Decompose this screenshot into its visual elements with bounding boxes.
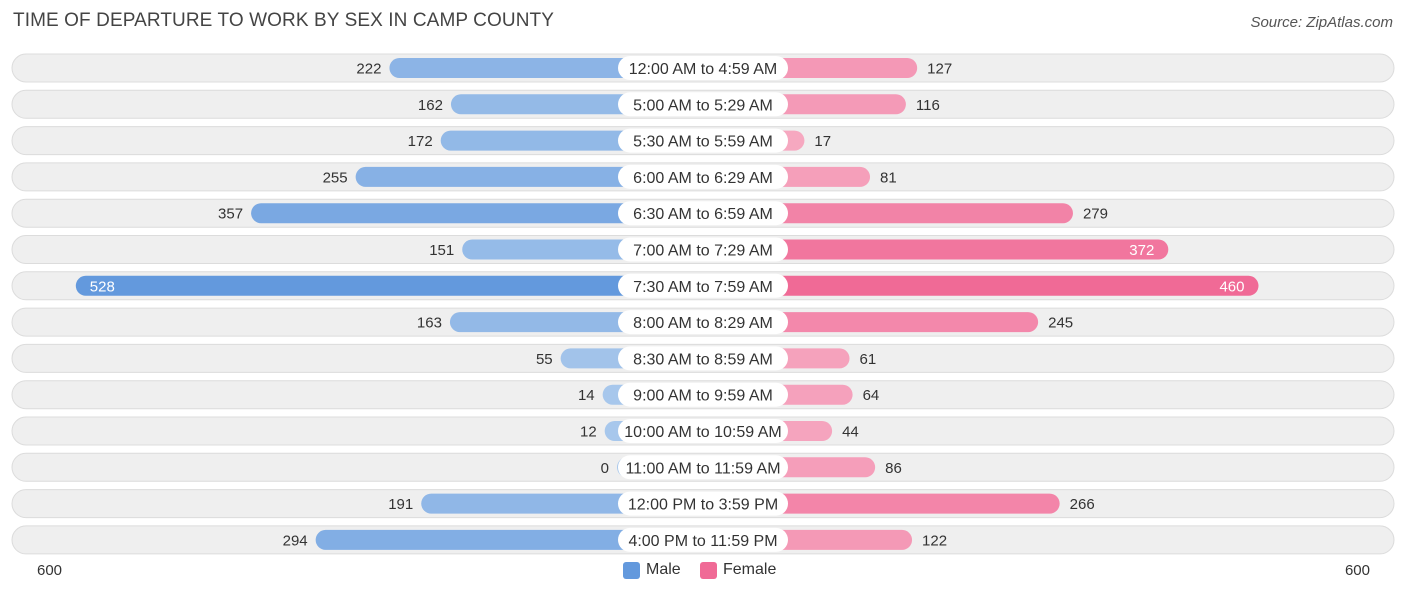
female-value-label: 44 bbox=[842, 424, 859, 441]
chart-row: 528 460 7:30 AM to 7:59 AM bbox=[11, 271, 1395, 301]
female-bar bbox=[702, 275, 1259, 296]
legend-swatch-female bbox=[700, 561, 717, 579]
axis-left-label: 600 bbox=[37, 562, 63, 579]
chart-row: 172 17 5:30 AM to 5:59 AM bbox=[11, 126, 1395, 156]
legend-item-female: Female bbox=[700, 561, 776, 579]
category-pill bbox=[618, 201, 788, 226]
female-value-label: 116 bbox=[916, 97, 940, 114]
chart-row: 255 81 6:00 AM to 6:29 AM bbox=[11, 162, 1395, 192]
category-pill bbox=[618, 455, 788, 480]
legend-label-female: Female bbox=[723, 561, 777, 578]
male-value-label: 163 bbox=[417, 315, 442, 332]
category-pill bbox=[618, 419, 788, 443]
chart-row: 151 372 7:00 AM to 7:29 AM bbox=[11, 235, 1395, 264]
category-pill bbox=[618, 382, 788, 407]
category-label: 11:00 AM to 11:59 AM bbox=[625, 460, 780, 477]
category-pill bbox=[618, 237, 788, 262]
category-label: 12:00 AM to 4:59 AM bbox=[629, 61, 778, 78]
category-pill bbox=[618, 92, 788, 117]
male-bar bbox=[315, 529, 702, 550]
chart-row: 12 44 10:00 AM to 10:59 AM bbox=[11, 416, 1395, 446]
category-label: 8:30 AM to 8:59 AM bbox=[633, 351, 773, 368]
female-value-label: 86 bbox=[885, 460, 902, 477]
female-bar bbox=[702, 203, 1073, 224]
category-pill bbox=[618, 56, 788, 80]
chart-row: 162 116 5:00 AM to 5:29 AM bbox=[11, 89, 1395, 119]
male-value-label: 357 bbox=[218, 206, 243, 223]
category-pill bbox=[618, 527, 788, 552]
category-label: 10:00 AM to 10:59 AM bbox=[624, 424, 781, 441]
chart-row: 55 61 8:30 AM to 8:59 AM bbox=[11, 343, 1395, 373]
male-value-label: 14 bbox=[578, 387, 595, 404]
female-value-label: 372 bbox=[1129, 242, 1154, 259]
male-value-label: 294 bbox=[283, 532, 308, 549]
chart-row: 294 122 4:00 PM to 11:59 PM bbox=[11, 525, 1395, 555]
male-bar bbox=[355, 166, 702, 187]
chart-row: 163 245 8:00 AM to 8:29 AM bbox=[11, 307, 1395, 337]
category-label: 12:00 PM to 3:59 PM bbox=[628, 497, 778, 514]
chart-row: 222 127 12:00 AM to 4:59 AM bbox=[11, 53, 1395, 83]
female-value-label: 122 bbox=[922, 532, 947, 549]
female-value-label: 81 bbox=[880, 169, 897, 186]
category-pill bbox=[618, 128, 788, 153]
male-value-label: 222 bbox=[356, 61, 381, 78]
female-value-label: 279 bbox=[1083, 206, 1108, 223]
legend-swatch-male bbox=[623, 561, 640, 579]
male-value-label: 55 bbox=[536, 351, 553, 368]
category-label: 7:30 AM to 7:59 AM bbox=[633, 279, 773, 296]
male-value-label: 0 bbox=[601, 460, 609, 477]
category-label: 6:30 AM to 6:59 AM bbox=[633, 206, 773, 223]
chart-row: 191 266 12:00 PM to 3:59 PM bbox=[11, 489, 1395, 519]
category-pill bbox=[618, 164, 788, 189]
male-value-label: 12 bbox=[580, 424, 597, 441]
female-value-label: 266 bbox=[1070, 496, 1095, 513]
category-pill bbox=[618, 491, 788, 516]
female-value-label: 127 bbox=[927, 61, 952, 78]
category-label: 5:00 AM to 5:29 AM bbox=[633, 97, 773, 114]
category-label: 9:00 AM to 9:59 AM bbox=[633, 388, 773, 405]
male-bar bbox=[75, 275, 703, 296]
chart-row: 14 64 9:00 AM to 9:59 AM bbox=[11, 380, 1395, 410]
axis-right-label: 600 bbox=[1344, 562, 1370, 579]
male-bar bbox=[251, 203, 702, 224]
male-value-label: 172 bbox=[408, 133, 433, 150]
female-value-label: 64 bbox=[863, 387, 880, 404]
male-value-label: 255 bbox=[323, 169, 348, 186]
female-value-label: 17 bbox=[814, 133, 831, 150]
male-value-label: 162 bbox=[418, 97, 443, 114]
female-bar bbox=[702, 493, 1060, 514]
legend: Male Female bbox=[0, 561, 1406, 581]
male-value-label: 151 bbox=[429, 242, 454, 259]
legend-item-male: Male bbox=[623, 561, 681, 579]
legend-label-male: Male bbox=[646, 561, 681, 578]
female-value-label: 245 bbox=[1048, 315, 1073, 332]
category-label: 8:00 AM to 8:29 AM bbox=[633, 315, 773, 332]
chart-row: 0 86 11:00 AM to 11:59 AM bbox=[11, 452, 1395, 482]
female-bar bbox=[702, 239, 1169, 260]
category-pill bbox=[618, 310, 788, 335]
chart-row: 357 279 6:30 AM to 6:59 AM bbox=[11, 198, 1395, 228]
male-value-label: 528 bbox=[90, 278, 115, 295]
female-value-label: 460 bbox=[1219, 278, 1244, 295]
female-value-label: 61 bbox=[860, 351, 877, 368]
category-pill bbox=[618, 346, 788, 371]
category-label: 5:30 AM to 5:59 AM bbox=[633, 134, 773, 151]
chart-title: TIME OF DEPARTURE TO WORK BY SEX IN CAMP… bbox=[13, 10, 555, 31]
category-pill bbox=[618, 273, 788, 298]
source-label: Source: ZipAtlas.com bbox=[1250, 14, 1393, 31]
category-label: 6:00 AM to 6:29 AM bbox=[633, 170, 773, 187]
chart-canvas: 222 127 12:00 AM to 4:59 AM 162 116 5:00 AM t… bbox=[11, 53, 1395, 555]
male-value-label: 191 bbox=[388, 496, 413, 513]
category-label: 4:00 PM to 11:59 PM bbox=[628, 533, 777, 550]
category-label: 7:00 AM to 7:29 AM bbox=[633, 243, 773, 260]
